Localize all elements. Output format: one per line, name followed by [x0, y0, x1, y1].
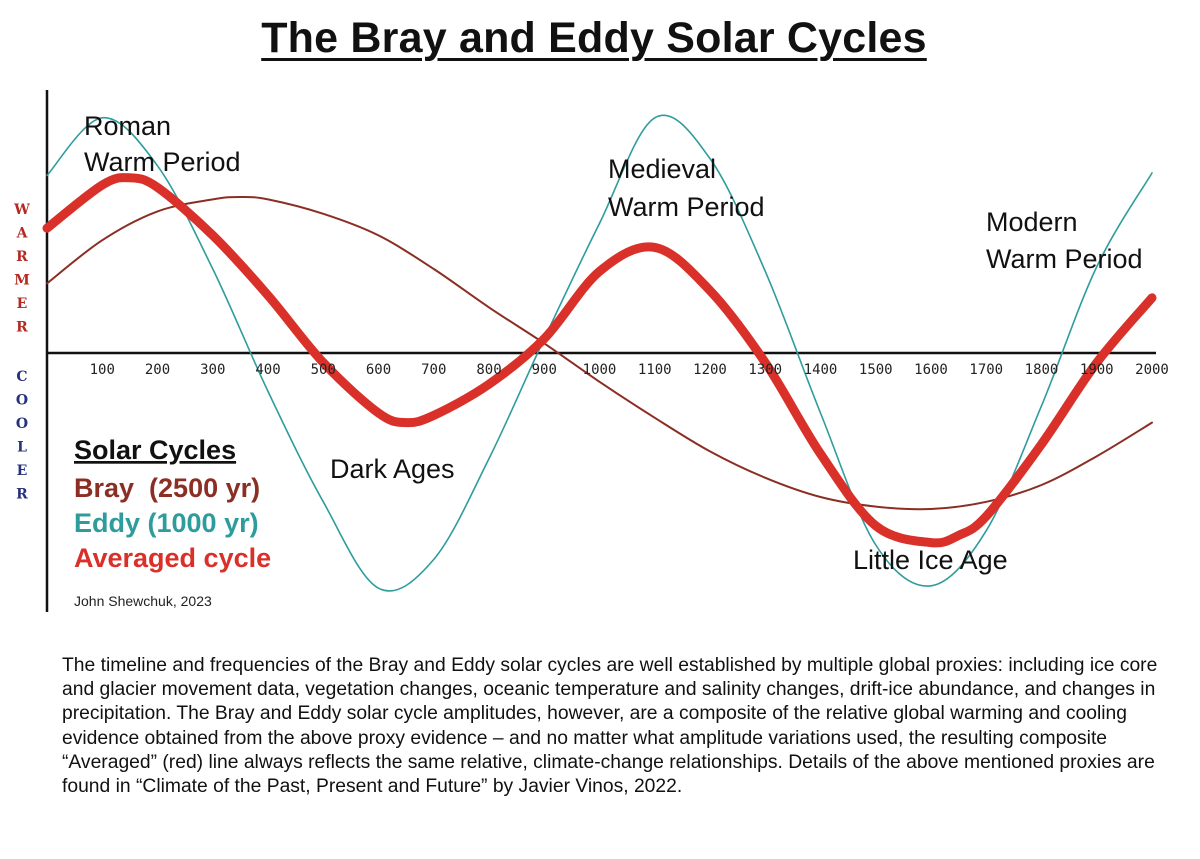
warmer-label-letter: A — [16, 226, 29, 242]
cooler-label-letter: O — [16, 416, 28, 432]
averaged-series-line — [42, 173, 1157, 548]
cooler-label-letter: L — [17, 440, 27, 456]
axes — [45, 90, 1156, 612]
x-tick-label: 1100 — [638, 362, 672, 378]
warmer-label-letter: R — [16, 249, 28, 265]
modern-period-label-line1: Modern — [986, 207, 1078, 237]
roman-period-label-line1: Roman — [84, 111, 171, 141]
roman-period-label-line2: Warm Period — [84, 147, 241, 177]
warmer-label-letter: W — [13, 202, 30, 218]
x-tick-label: 900 — [532, 362, 557, 378]
bray-series-line — [46, 195, 1153, 511]
x-tick-label: 1900 — [1080, 362, 1114, 378]
dark-ages-label: Dark Ages — [330, 454, 455, 484]
x-tick-label: 700 — [421, 362, 446, 378]
annotations: Roman Warm Period Medieval Warm Period Moder… — [84, 111, 1143, 575]
medieval-period-label-line2: Warm Period — [608, 192, 765, 222]
series-layer — [42, 114, 1157, 592]
x-tick-label: 100 — [90, 362, 115, 378]
legend-item: Eddy (1000 yr) — [74, 508, 259, 538]
x-tick-label: 1500 — [859, 362, 893, 378]
x-tick-label: 800 — [476, 362, 501, 378]
x-tick-label: 1400 — [804, 362, 838, 378]
x-tick-label: 600 — [366, 362, 391, 378]
x-tick-label: 1300 — [748, 362, 782, 378]
little-ice-age-label: Little Ice Age — [853, 545, 1008, 575]
credit-text: John Shewchuk, 2023 — [74, 593, 212, 609]
legend-item: Averaged cycle — [74, 543, 271, 573]
x-tick-label: 1200 — [693, 362, 727, 378]
caption-text: The timeline and frequencies of the Bray… — [62, 655, 1158, 798]
cooler-label-letter: R — [16, 487, 28, 503]
x-tick-label: 400 — [255, 362, 280, 378]
legend-item: Bray (2500 yr) — [74, 473, 260, 503]
eddy-series-line — [46, 114, 1153, 592]
cooler-label-letter: O — [16, 393, 28, 409]
legend-title: Solar Cycles — [74, 435, 236, 465]
x-tick-label: 2000 — [1135, 362, 1169, 378]
x-tick-label: 1800 — [1025, 362, 1059, 378]
cooler-label-letter: C — [16, 369, 27, 385]
x-tick-labels: 100 200 300 400 500 600 700 800 900 1000 1100 1200 1… — [90, 362, 1169, 378]
medieval-period-label-line1: Medieval — [608, 154, 716, 184]
x-tick-label: 200 — [145, 362, 170, 378]
warmer-label-letter: E — [17, 296, 28, 312]
x-tick-label: 1700 — [969, 362, 1003, 378]
warmer-label-letter: R — [16, 320, 28, 336]
chart-title: The Bray and Eddy Solar Cycles — [261, 14, 927, 62]
x-tick-label: 1000 — [583, 362, 617, 378]
x-tick-label: 500 — [311, 362, 336, 378]
x-tick-label: 1600 — [914, 362, 948, 378]
x-tick-label: 300 — [200, 362, 225, 378]
cooler-label-letter: E — [17, 463, 28, 479]
legend: Solar Cycles Bray (2500 yr) Eddy (1000 yr)… — [74, 435, 271, 609]
warmer-label-letter: M — [14, 273, 30, 289]
modern-period-label-line2: Warm Period — [986, 244, 1143, 274]
